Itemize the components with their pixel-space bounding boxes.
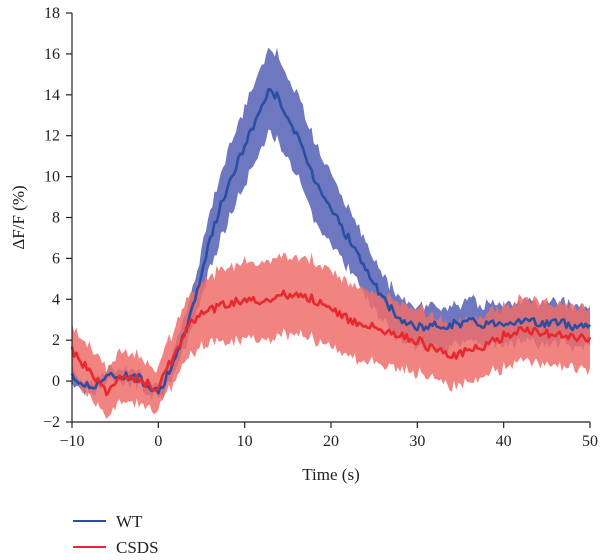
x-tick-label: 50 [582,433,598,450]
x-tick-label: 0 [154,433,162,450]
y-tick-label: 10 [44,169,60,186]
series-line-wt [70,88,591,395]
y-tick-label: 16 [44,46,60,63]
y-axis-title: ΔF/F (%) [9,185,28,249]
series-line-csds [70,289,592,397]
y-tick-label: 12 [44,128,60,145]
series-lines [70,88,592,397]
y-axis-ticks: −2 0 2 4 6 8 10 12 14 16 18 [43,5,72,431]
error-band-wt [72,47,590,401]
x-tick-label: 40 [496,433,512,450]
y-tick-label: 8 [52,210,60,227]
x-tick-label: −10 [59,433,84,450]
y-tick-label: 4 [52,291,60,308]
y-tick-label: 6 [52,250,60,267]
x-tick-label: 20 [323,433,339,450]
legend-label-wt: WT [116,512,143,531]
x-tick-label: 30 [409,433,425,450]
x-axis-title: Time (s) [302,465,359,484]
legend: WT CSDS [73,512,159,557]
error-bands [72,47,590,419]
y-tick-label: −2 [43,414,60,431]
x-tick-label: 10 [237,433,253,450]
error-band-csds [72,252,590,419]
y-tick-label: 18 [44,5,60,22]
y-tick-label: 2 [52,332,60,349]
y-tick-label: 0 [52,373,60,390]
legend-label-csds: CSDS [116,538,159,557]
axes: −10 0 10 20 30 40 50 −2 0 2 4 6 8 10 12 14 16 18 [43,5,598,450]
y-tick-label: 14 [44,87,60,104]
x-axis-ticks: −10 0 10 20 30 40 50 [59,422,598,450]
